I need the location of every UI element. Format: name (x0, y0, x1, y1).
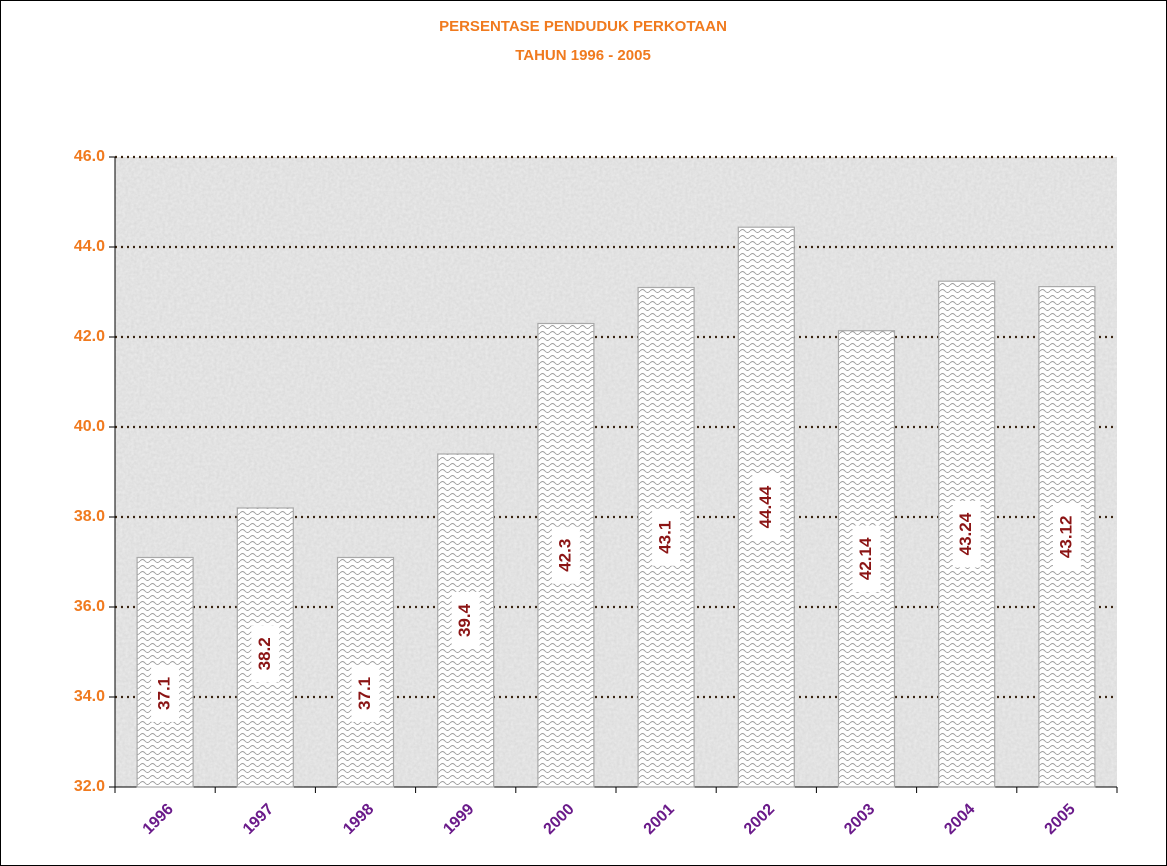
value-label-group: 38.2 (251, 625, 280, 683)
value-label: 43.24 (956, 512, 975, 555)
y-tick-label: 32.0 (74, 778, 105, 795)
value-label-bg (351, 664, 380, 722)
value-label-group: 44.44 (752, 473, 781, 541)
value-label-bg (551, 526, 580, 584)
value-label: 38.2 (255, 637, 274, 670)
value-label-bg (952, 500, 981, 568)
value-label-bg (652, 508, 681, 566)
y-tick-label: 34.0 (74, 688, 105, 705)
value-label-bg (852, 525, 881, 593)
chart-subtitle: TAHUN 1996 - 2005 (515, 47, 651, 64)
value-label: 42.3 (555, 539, 574, 572)
value-label: 37.1 (355, 677, 374, 710)
y-tick-label: 40.0 (74, 418, 105, 435)
bar (537, 322, 595, 788)
value-label-group: 43.1 (652, 508, 681, 566)
value-label: 43.12 (1056, 516, 1075, 559)
value-label: 42.14 (856, 537, 875, 580)
value-label-bg (1052, 503, 1081, 571)
value-label: 44.44 (756, 485, 775, 528)
value-label-bg (752, 473, 781, 541)
value-label-group: 43.12 (1052, 503, 1081, 571)
value-label-group: 42.14 (852, 525, 881, 593)
value-label-group: 42.3 (551, 526, 580, 584)
y-tick-label: 44.0 (74, 238, 105, 255)
value-label-group: 37.1 (151, 664, 180, 722)
value-label-group: 43.24 (952, 500, 981, 568)
y-tick-label: 46.0 (74, 148, 105, 165)
y-tick-label: 36.0 (74, 598, 105, 615)
value-label-group: 37.1 (351, 664, 380, 722)
value-label-bg (251, 625, 280, 683)
value-label-bg (451, 591, 480, 650)
value-label: 39.4 (455, 603, 474, 637)
y-tick-label: 38.0 (74, 508, 105, 525)
value-label-group: 39.4 (451, 591, 480, 650)
chart-title: PERSENTASE PENDUDUK PERKOTAAN (439, 18, 727, 35)
value-label: 43.1 (656, 521, 675, 554)
value-label: 37.1 (155, 677, 174, 710)
value-label-bg (151, 664, 180, 722)
y-tick-label: 42.0 (74, 328, 105, 345)
